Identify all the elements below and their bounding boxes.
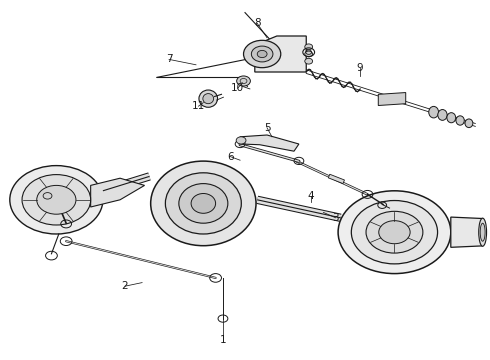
Ellipse shape xyxy=(447,113,456,123)
Circle shape xyxy=(305,58,313,64)
Circle shape xyxy=(244,40,281,68)
Text: 5: 5 xyxy=(264,123,270,133)
Text: 2: 2 xyxy=(122,281,128,291)
Circle shape xyxy=(37,185,76,214)
Circle shape xyxy=(10,166,103,234)
Polygon shape xyxy=(91,178,145,207)
Ellipse shape xyxy=(456,116,465,125)
Polygon shape xyxy=(255,36,306,72)
Text: 1: 1 xyxy=(220,335,226,345)
Ellipse shape xyxy=(191,194,216,213)
Circle shape xyxy=(379,221,410,244)
Ellipse shape xyxy=(203,94,214,104)
Polygon shape xyxy=(451,217,483,247)
Text: 8: 8 xyxy=(254,18,261,28)
Circle shape xyxy=(338,191,451,274)
Circle shape xyxy=(257,50,267,58)
Text: 4: 4 xyxy=(308,191,315,201)
Circle shape xyxy=(305,51,313,57)
Ellipse shape xyxy=(480,223,485,241)
Text: 9: 9 xyxy=(357,63,364,73)
Text: 11: 11 xyxy=(192,101,205,111)
Circle shape xyxy=(236,137,246,144)
Circle shape xyxy=(366,211,423,253)
Polygon shape xyxy=(328,174,344,184)
Text: 10: 10 xyxy=(231,83,244,93)
Circle shape xyxy=(22,175,91,225)
Ellipse shape xyxy=(479,218,487,246)
Text: 6: 6 xyxy=(227,152,234,162)
Circle shape xyxy=(237,76,250,86)
Text: 7: 7 xyxy=(166,54,172,64)
Polygon shape xyxy=(378,93,406,105)
Ellipse shape xyxy=(199,90,218,107)
Circle shape xyxy=(351,201,438,264)
Ellipse shape xyxy=(179,184,228,223)
Ellipse shape xyxy=(429,107,439,118)
Ellipse shape xyxy=(438,109,447,120)
Ellipse shape xyxy=(465,119,473,127)
Text: 3: 3 xyxy=(332,213,339,223)
Polygon shape xyxy=(240,135,299,151)
Circle shape xyxy=(305,44,313,50)
Ellipse shape xyxy=(166,173,241,234)
Circle shape xyxy=(251,46,273,62)
Ellipse shape xyxy=(151,161,256,246)
